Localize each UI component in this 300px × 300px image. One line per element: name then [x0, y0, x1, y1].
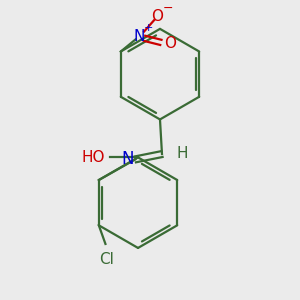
Text: HO: HO — [81, 150, 105, 165]
Text: H: H — [177, 146, 188, 161]
Text: N: N — [121, 150, 134, 168]
Text: +: + — [143, 22, 153, 32]
Text: N: N — [133, 29, 144, 44]
Text: O: O — [152, 9, 164, 24]
Text: Cl: Cl — [99, 252, 114, 267]
Text: O: O — [164, 36, 176, 51]
Text: −: − — [163, 2, 173, 15]
